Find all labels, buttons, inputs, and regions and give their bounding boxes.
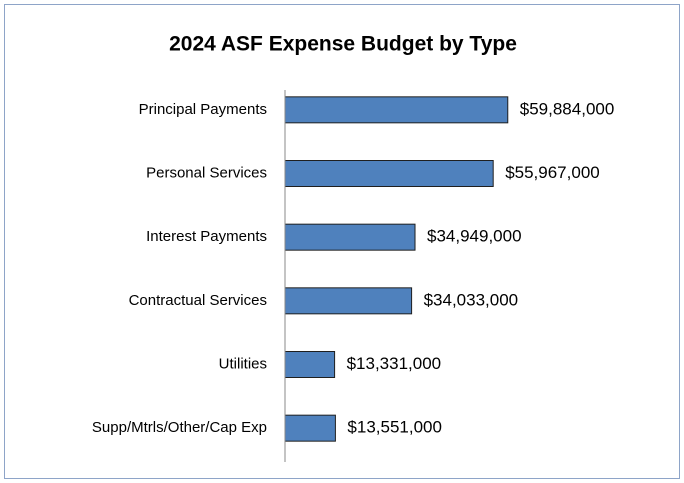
bar <box>284 351 336 378</box>
category-label: Supp/Mtrls/Other/Cap Exp <box>92 419 267 436</box>
bar <box>284 96 509 124</box>
value-label: $55,967,000 <box>505 163 600 182</box>
category-label: Interest Payments <box>146 228 267 245</box>
bar <box>284 287 413 315</box>
value-label: $13,331,000 <box>347 354 442 373</box>
value-label: $13,551,000 <box>347 418 442 437</box>
chart-title: 2024 ASF Expense Budget by Type <box>169 33 517 56</box>
value-label: $59,884,000 <box>520 99 615 118</box>
category-label: Personal Services <box>146 164 267 181</box>
category-label: Principal Payments <box>139 101 267 118</box>
category-label: Contractual Services <box>129 292 267 309</box>
bar <box>284 160 494 187</box>
value-label: $34,033,000 <box>424 290 519 309</box>
bar <box>284 414 336 442</box>
bar <box>284 223 416 251</box>
value-label: $34,949,000 <box>427 227 522 246</box>
category-label: Utilities <box>219 355 267 372</box>
